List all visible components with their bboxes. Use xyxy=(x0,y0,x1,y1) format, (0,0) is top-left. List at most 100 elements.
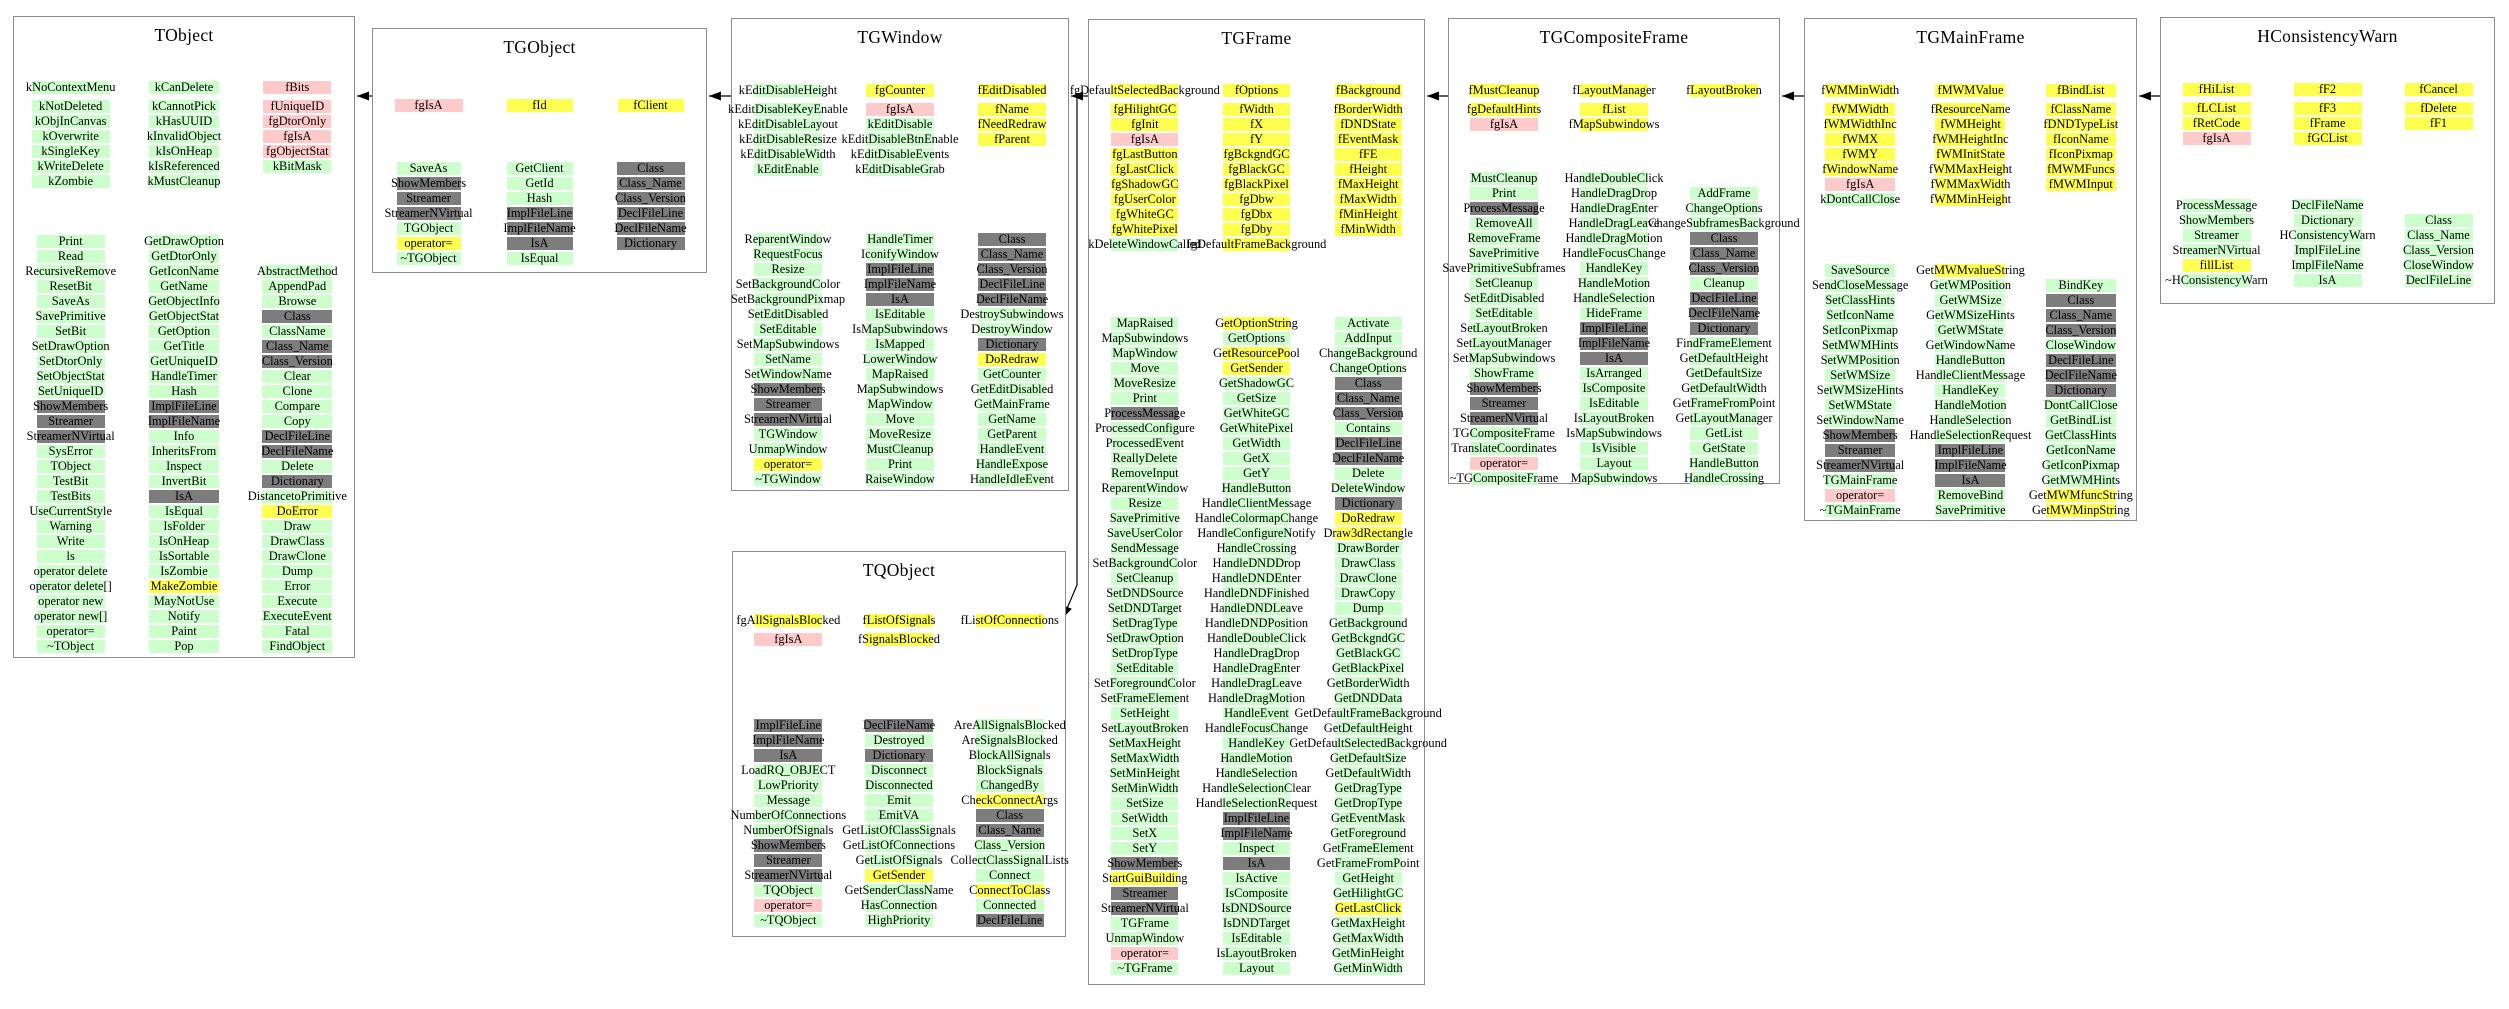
data-member-cell[interactable]: fWMMinHeight xyxy=(1930,193,2011,206)
data-member-cell[interactable]: fFrame xyxy=(2293,117,2362,130)
method-cell[interactable]: Info xyxy=(148,430,219,443)
method-cell[interactable]: SaveAs xyxy=(396,162,461,175)
data-member-cell[interactable]: fIconPixmap xyxy=(2045,148,2116,161)
method-cell[interactable]: SetEditDisabled xyxy=(1464,292,1544,305)
data-member-cell[interactable]: fNeedRedraw xyxy=(978,118,1046,131)
method-cell[interactable]: HandleDragDrop xyxy=(1214,647,1300,660)
method-cell[interactable]: GetEventMask xyxy=(1331,812,1405,825)
method-cell[interactable]: DeclFileName xyxy=(1332,452,1404,465)
data-member-cell[interactable]: fWMMaxHeight xyxy=(1929,163,2012,176)
data-member-cell[interactable]: fgShadowGC xyxy=(1111,178,1179,191)
method-cell[interactable]: UnmapWindow xyxy=(1106,932,1184,945)
method-cell[interactable]: SetName xyxy=(754,353,822,366)
method-cell[interactable]: MoveResize xyxy=(866,428,934,441)
data-member-cell[interactable]: fgHilightGC xyxy=(1111,103,1179,116)
method-cell[interactable]: Streamer xyxy=(1470,397,1538,410)
method-cell[interactable]: Streamer xyxy=(36,415,105,428)
method-cell[interactable]: Class_Version xyxy=(262,355,333,368)
method-cell[interactable]: Clone xyxy=(262,385,333,398)
method-cell[interactable]: DoRedraw xyxy=(1334,512,1402,525)
method-cell[interactable]: ClassName xyxy=(262,325,333,338)
method-cell[interactable]: SavePrimitive xyxy=(1110,512,1180,525)
method-cell[interactable]: operator new xyxy=(36,595,105,608)
method-cell[interactable]: operator= xyxy=(754,899,823,912)
method-cell[interactable]: ShowMembers xyxy=(1107,857,1182,870)
data-member-cell[interactable]: fgDbw xyxy=(1223,193,1290,206)
data-member-cell[interactable]: fWMMinWidth xyxy=(1821,84,1899,97)
method-cell[interactable]: Destroyed xyxy=(865,734,933,747)
method-cell[interactable]: TGObject xyxy=(396,222,461,235)
method-cell[interactable]: SetIconPixmap xyxy=(1822,324,1898,337)
data-member-cell[interactable]: fWMX xyxy=(1825,133,1896,146)
method-cell[interactable]: GetBckgndGC xyxy=(1331,632,1405,645)
method-cell[interactable]: HandleEvent xyxy=(978,443,1046,456)
method-cell[interactable]: DrawClone xyxy=(262,550,333,563)
method-cell[interactable]: GetSender xyxy=(865,869,933,882)
method-cell[interactable]: Resize xyxy=(1111,497,1179,510)
method-cell[interactable]: Execute xyxy=(262,595,333,608)
method-cell[interactable]: AreAllSignalsBlocked xyxy=(954,719,1066,732)
method-cell[interactable]: Resize xyxy=(754,263,822,276)
method-cell[interactable]: Class_Version xyxy=(1333,407,1404,420)
method-cell[interactable]: BlockAllSignals xyxy=(969,749,1051,762)
method-cell[interactable]: DeclFileLine xyxy=(2404,274,2473,287)
method-cell[interactable]: RemoveFrame xyxy=(1468,232,1540,245)
method-cell[interactable]: SetLayoutBroken xyxy=(1460,322,1548,335)
method-cell[interactable]: DeclFileLine xyxy=(978,278,1046,291)
method-cell[interactable]: Connect xyxy=(975,869,1044,882)
method-cell[interactable]: operator= xyxy=(1111,947,1179,960)
method-cell[interactable]: RemoveBind xyxy=(1935,489,2006,502)
method-cell[interactable]: IsArranged xyxy=(1580,367,1648,380)
data-member-cell[interactable]: fgWhiteGC xyxy=(1111,208,1179,221)
method-cell[interactable]: GetDefaultHeight xyxy=(1680,352,1768,365)
method-cell[interactable]: Inspect xyxy=(148,460,219,473)
method-cell[interactable]: SetLayoutBroken xyxy=(1101,722,1189,735)
method-cell[interactable]: CloseWindow xyxy=(2403,259,2474,272)
method-cell[interactable]: SetObjectStat xyxy=(37,370,105,383)
method-cell[interactable]: operator= xyxy=(1470,457,1538,470)
method-cell[interactable]: HandleKey xyxy=(1935,384,2006,397)
data-member-cell[interactable]: fgDbx xyxy=(1223,208,1290,221)
method-cell[interactable]: LowerWindow xyxy=(863,353,937,366)
method-cell[interactable]: GetFrameElement xyxy=(1323,842,1414,855)
method-cell[interactable]: HandleFocusChange xyxy=(1562,247,1666,260)
method-cell[interactable]: Streamer xyxy=(1111,887,1179,900)
method-cell[interactable]: GetObjectStat xyxy=(149,310,219,323)
method-cell[interactable]: SetDNDSource xyxy=(1106,587,1183,600)
method-cell[interactable]: DeclFileName xyxy=(1688,307,1760,320)
method-cell[interactable]: ExecuteEvent xyxy=(262,610,333,623)
method-cell[interactable]: HandleDoubleClick xyxy=(1564,172,1664,185)
method-cell[interactable]: MapSubwindows xyxy=(1571,472,1657,485)
method-cell[interactable]: GetDragType xyxy=(1335,782,1402,795)
method-cell[interactable]: Dictionary xyxy=(978,338,1046,351)
method-cell[interactable]: GetCounter xyxy=(978,368,1046,381)
method-cell[interactable]: AddFrame xyxy=(1690,187,1758,200)
data-member-cell[interactable]: fHiList xyxy=(2182,83,2251,96)
method-cell[interactable]: GetDefaultSize xyxy=(1330,752,1406,765)
data-member-cell[interactable]: fgIsA xyxy=(263,130,332,143)
data-member-cell[interactable]: fMWMValue xyxy=(1935,84,2006,97)
method-cell[interactable]: GetBackground xyxy=(1329,617,1407,630)
method-cell[interactable]: ReparentWindow xyxy=(745,233,831,246)
data-member-cell[interactable]: fDNDState xyxy=(1334,118,1402,131)
method-cell[interactable]: GetDNDData xyxy=(1334,692,1402,705)
method-cell[interactable]: HandleDNDEnter xyxy=(1212,572,1301,585)
method-cell[interactable]: Streamer xyxy=(754,854,823,867)
method-cell[interactable]: ShowMembers xyxy=(751,839,826,852)
method-cell[interactable]: Contains xyxy=(1334,422,1402,435)
method-cell[interactable]: GetBindList xyxy=(2045,414,2116,427)
method-cell[interactable]: Class_Version xyxy=(1689,262,1759,275)
method-cell[interactable]: BindKey xyxy=(2045,279,2116,292)
data-member-cell[interactable]: fClient xyxy=(617,99,684,112)
method-cell[interactable]: IsMapSubwindows xyxy=(1566,427,1662,440)
method-cell[interactable]: Class_Version xyxy=(977,263,1047,276)
method-cell[interactable]: GetParent xyxy=(978,428,1046,441)
method-cell[interactable]: MapWindow xyxy=(866,398,934,411)
data-member-cell[interactable]: fgBckgndGC xyxy=(1223,148,1290,161)
method-cell[interactable]: Layout xyxy=(1223,962,1290,975)
method-cell[interactable]: HandleSelection xyxy=(1573,292,1655,305)
method-cell[interactable]: SavePrimitive xyxy=(36,310,106,323)
data-member-cell[interactable]: fResourceName xyxy=(1931,103,2010,116)
data-member-cell[interactable]: fgObjectStat xyxy=(263,145,332,158)
data-member-cell[interactable]: fCancel xyxy=(2404,83,2473,96)
